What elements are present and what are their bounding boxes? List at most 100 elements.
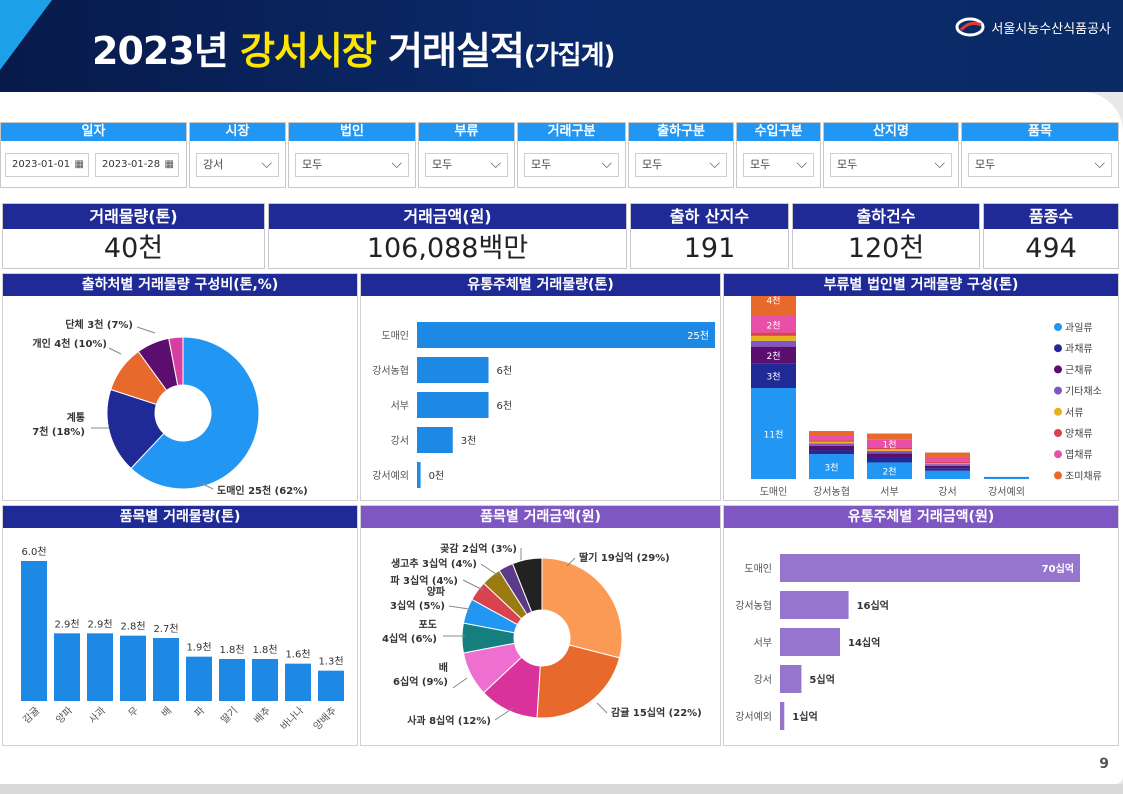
- amount-bar-bar-2: [780, 628, 840, 656]
- shipping-type-select[interactable]: 모두 ⌵: [635, 153, 727, 177]
- legend-dot-2: [1054, 365, 1062, 374]
- stack-seg-2-0: [867, 462, 912, 479]
- volume-label-1: 6천: [497, 365, 513, 377]
- calendar-icon[interactable]: ▦: [74, 159, 84, 170]
- legend-dot-4: [1054, 407, 1062, 416]
- panel-category-corporation: 부류별 법인별 거래물량 구성(톤) 11천 3천 2천 2천 4천 도매인 3천 강서농협 2…: [723, 273, 1119, 501]
- item-bar-3: [120, 635, 146, 701]
- filter-origin: 산지명 모두 ⌵: [823, 122, 959, 188]
- stack-seg-4-0: [984, 477, 1029, 479]
- shipper-label-0: 도매인 25천 (62%): [217, 484, 308, 497]
- panel-title: 품목별 거래금액(원): [361, 506, 720, 528]
- legend-label-2: 근채류: [1065, 364, 1093, 376]
- amount-leader-5: [448, 605, 476, 611]
- amount-bar-cat-3: 강서: [754, 674, 772, 686]
- item-bar-8: [285, 663, 311, 701]
- filter-corporation: 법인 모두 ⌵: [288, 122, 416, 188]
- origin-select[interactable]: 모두 ⌵: [830, 153, 952, 177]
- panel-item-volume: 품목별 거래물량(톤) 6.0천 감귤 2.9천 양파 2.9천 사과 2.8천 무 2.7천 배…: [2, 505, 358, 746]
- filter-date-label: 일자: [1, 123, 186, 141]
- chevron-down-icon: ⌵: [601, 156, 612, 172]
- legend-dot-5: [1054, 429, 1062, 437]
- item-label-9: 1.3천: [318, 656, 343, 668]
- filter-shipping-type-label: 출하구분: [629, 123, 733, 141]
- donut-chart-item-amount: 딸기 19십억 (29%) 감귤 15십억 (22%) 사과 8십억 (12%) 배6…: [382, 542, 702, 727]
- filter-item: 품목 모두 ⌵: [961, 122, 1119, 188]
- panel-distributor-volume: 유통주체별 거래물량(톤) 도매인 25천 강서농협 6천 서부 6천 강서 3천 강서예외 0천: [360, 273, 721, 501]
- amount-bar-label-3: 5십억: [809, 673, 834, 686]
- category-select-value: 모두: [432, 158, 453, 171]
- amount-leader-1: [596, 702, 608, 714]
- bottom-bar: [0, 784, 1123, 794]
- filter-market-label: 시장: [190, 123, 285, 141]
- title-year: 2023년: [92, 29, 240, 73]
- item-cat-9: 양배추: [311, 705, 339, 733]
- chevron-down-icon: ⌵: [796, 156, 807, 172]
- kpi-trade-amount: 거래금액(원) 106,088백만: [268, 203, 627, 269]
- header-decoration: [0, 0, 52, 70]
- item-label-2: 2.9천: [87, 618, 112, 630]
- item-cat-0: 감귤: [21, 705, 43, 727]
- corporation-select[interactable]: 모두 ⌵: [295, 153, 409, 177]
- amount-bar-bar-0: [780, 554, 1080, 582]
- stack-label-2-0: 2천: [882, 467, 896, 478]
- filter-shipping-type: 출하구분 모두 ⌵: [628, 122, 734, 188]
- panel-shipper-composition: 출하처별 거래물량 구성비(톤,%) 도매인 25천 (62%) 계통 7천 (18…: [2, 273, 358, 501]
- chevron-down-icon: ⌵: [709, 156, 720, 172]
- item-label-3: 2.8천: [120, 621, 145, 633]
- stack-label-0-1: 3천: [766, 372, 780, 383]
- stack-seg-2-5: [867, 447, 912, 450]
- item-bar-4: [153, 638, 179, 701]
- legend-dot-6: [1054, 450, 1062, 459]
- item-cat-5: 파: [192, 705, 207, 720]
- calendar-icon[interactable]: ▦: [164, 159, 174, 170]
- legend-label-6: 엽채류: [1065, 449, 1093, 461]
- volume-bar-3: [417, 427, 453, 453]
- chevron-down-icon: ⌵: [391, 156, 402, 172]
- import-type-select[interactable]: 모두 ⌵: [743, 153, 814, 177]
- amount-bar-cat-4: 강서예외: [735, 711, 772, 723]
- date-start-value: 2023-01-01: [12, 159, 71, 170]
- amount-bar-bar-3: [780, 665, 802, 693]
- legend-dot-7: [1054, 471, 1062, 480]
- item-select[interactable]: 모두 ⌵: [968, 153, 1112, 177]
- market-select[interactable]: 강서 ⌵: [196, 153, 279, 177]
- title-market: 강서시장: [239, 29, 377, 73]
- panel-title: 부류별 법인별 거래물량 구성(톤): [724, 274, 1118, 296]
- item-cat-3: 무: [127, 705, 141, 719]
- amount-slice-0: [541, 557, 623, 659]
- item-cat-4: 배: [159, 705, 174, 720]
- trade-type-select[interactable]: 모두 ⌵: [524, 153, 619, 177]
- stack-seg-0-0: [751, 388, 796, 479]
- page-title: 2023년 강서시장 거래실적(가집계): [92, 20, 615, 75]
- kpi-value: 40천: [103, 233, 164, 264]
- amount-bar-label-4: 1십억: [792, 710, 817, 723]
- item-label-5: 1.9천: [186, 642, 211, 654]
- stack-seg-3-5: [925, 461, 970, 464]
- shipper-slice-4: [168, 336, 184, 387]
- date-end-input[interactable]: 2023-01-28 ▦: [95, 153, 179, 177]
- stack-cat-0: 도매인: [760, 486, 788, 498]
- item-cat-6: 딸기: [219, 705, 241, 727]
- stack-label-0-2: 2천: [766, 351, 780, 362]
- amount-label-4: 포도: [419, 619, 437, 631]
- date-start-input[interactable]: 2023-01-01 ▦: [5, 153, 89, 177]
- date-end-value: 2023-01-28: [102, 159, 161, 170]
- shipper-slice-0: [130, 336, 260, 490]
- category-select[interactable]: 모두 ⌵: [425, 153, 508, 177]
- amount-bar-bar-1: [780, 591, 849, 619]
- legend-dot-3: [1054, 386, 1062, 395]
- amount-leader-2: [494, 707, 514, 721]
- panel-title: 출하처별 거래물량 구성비(톤,%): [3, 274, 357, 296]
- item-select-value: 모두: [975, 158, 996, 171]
- filter-origin-label: 산지명: [824, 123, 958, 141]
- volume-bar-4: [417, 462, 421, 488]
- stack-seg-3-0: [925, 470, 970, 479]
- legend-label-4: 서류: [1065, 407, 1083, 419]
- kpi-value: 191: [683, 233, 736, 264]
- volume-cat-4: 강서예외: [372, 470, 409, 482]
- volume-cat-3: 강서: [391, 435, 409, 447]
- item-label-1: 2.9천: [54, 618, 79, 630]
